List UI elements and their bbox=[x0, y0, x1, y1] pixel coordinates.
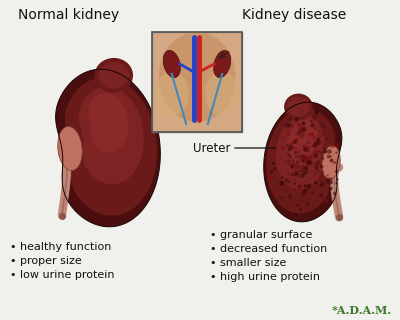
Text: • smaller size: • smaller size bbox=[210, 258, 286, 268]
Text: Kidney disease: Kidney disease bbox=[242, 8, 346, 22]
Ellipse shape bbox=[205, 71, 239, 116]
Ellipse shape bbox=[58, 126, 82, 171]
Polygon shape bbox=[264, 102, 342, 222]
Polygon shape bbox=[65, 77, 157, 216]
Text: • proper size: • proper size bbox=[10, 256, 82, 266]
Polygon shape bbox=[56, 69, 160, 227]
FancyBboxPatch shape bbox=[152, 32, 242, 132]
Ellipse shape bbox=[214, 50, 231, 78]
Text: • decreased function: • decreased function bbox=[210, 244, 327, 254]
Ellipse shape bbox=[159, 32, 235, 122]
Text: • granular surface: • granular surface bbox=[210, 230, 312, 240]
Ellipse shape bbox=[322, 146, 340, 179]
Text: Normal kidney: Normal kidney bbox=[18, 8, 119, 22]
Polygon shape bbox=[79, 86, 144, 184]
Ellipse shape bbox=[163, 50, 180, 78]
Polygon shape bbox=[288, 120, 317, 165]
Text: Ureter: Ureter bbox=[192, 141, 230, 155]
Text: • low urine protein: • low urine protein bbox=[10, 270, 114, 280]
Text: • high urine protein: • high urine protein bbox=[210, 272, 320, 282]
Text: • healthy function: • healthy function bbox=[10, 242, 111, 252]
Ellipse shape bbox=[155, 71, 189, 116]
Ellipse shape bbox=[287, 97, 310, 117]
Polygon shape bbox=[88, 93, 128, 153]
Polygon shape bbox=[276, 115, 324, 189]
Polygon shape bbox=[266, 108, 335, 213]
Ellipse shape bbox=[98, 62, 129, 89]
Ellipse shape bbox=[94, 58, 133, 93]
Text: *A.D.A.M.: *A.D.A.M. bbox=[332, 305, 392, 316]
Ellipse shape bbox=[284, 94, 313, 120]
